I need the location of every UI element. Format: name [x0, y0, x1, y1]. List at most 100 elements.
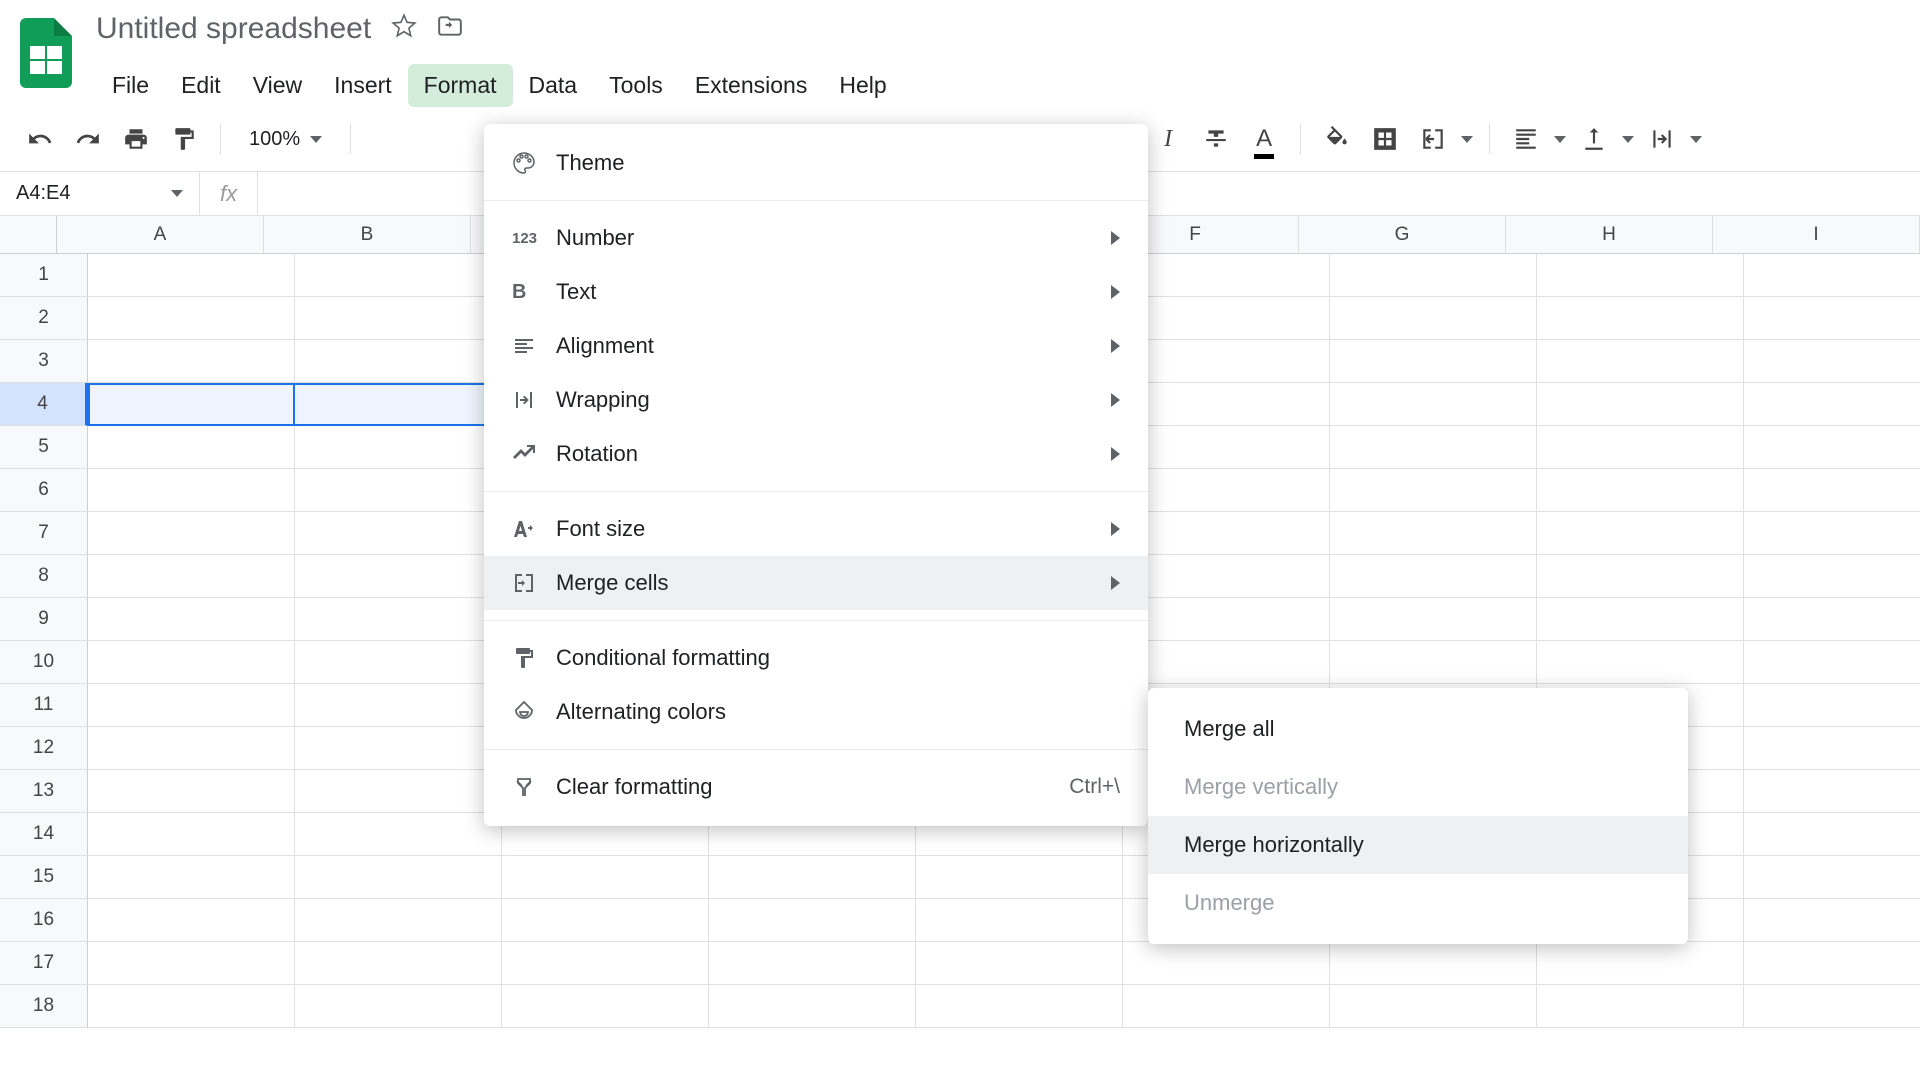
cell[interactable]	[295, 985, 502, 1028]
cell[interactable]	[88, 469, 295, 512]
cell[interactable]	[1537, 297, 1744, 340]
row-header[interactable]: 4	[0, 383, 88, 426]
cell[interactable]	[1123, 254, 1330, 297]
select-all-corner[interactable]	[0, 216, 57, 254]
paint-format-button[interactable]	[164, 119, 204, 159]
cell[interactable]	[1744, 426, 1920, 469]
menu-format[interactable]: Format	[408, 64, 513, 107]
italic-button[interactable]: I	[1148, 119, 1188, 159]
print-button[interactable]	[116, 119, 156, 159]
cell[interactable]	[1744, 297, 1920, 340]
cell[interactable]	[502, 899, 709, 942]
cell[interactable]	[1744, 770, 1920, 813]
row-header[interactable]: 11	[0, 684, 88, 727]
menu-view[interactable]: View	[237, 64, 318, 107]
cell[interactable]	[88, 942, 295, 985]
cell[interactable]	[916, 942, 1123, 985]
row-header[interactable]: 8	[0, 555, 88, 598]
row-header[interactable]: 2	[0, 297, 88, 340]
cell[interactable]	[1123, 297, 1330, 340]
cell[interactable]	[1744, 512, 1920, 555]
cell[interactable]	[1123, 555, 1330, 598]
h-align-button[interactable]	[1506, 119, 1546, 159]
column-header[interactable]: H	[1506, 216, 1713, 254]
cell[interactable]	[88, 340, 295, 383]
cell[interactable]	[88, 598, 295, 641]
cell[interactable]	[88, 770, 295, 813]
menu-extensions[interactable]: Extensions	[679, 64, 824, 107]
cell[interactable]	[1123, 469, 1330, 512]
cell[interactable]	[1537, 942, 1744, 985]
name-box[interactable]: A4:E4	[0, 172, 200, 215]
column-header[interactable]: G	[1299, 216, 1506, 254]
row-header[interactable]: 9	[0, 598, 88, 641]
format-menu-clear-formatting[interactable]: Clear formattingCtrl+\	[484, 760, 1148, 814]
format-menu-text[interactable]: BText	[484, 265, 1148, 319]
document-title[interactable]: Untitled spreadsheet	[96, 12, 371, 46]
cell[interactable]	[295, 899, 502, 942]
cell[interactable]	[1537, 383, 1744, 426]
cell[interactable]	[1537, 426, 1744, 469]
menu-file[interactable]: File	[96, 64, 165, 107]
cell[interactable]	[1330, 985, 1537, 1028]
column-header[interactable]: B	[264, 216, 471, 254]
row-header[interactable]: 18	[0, 985, 88, 1028]
cell[interactable]	[1744, 598, 1920, 641]
cell[interactable]	[1744, 899, 1920, 942]
cell[interactable]	[1330, 383, 1537, 426]
cell[interactable]	[295, 727, 502, 770]
merge-button[interactable]	[1413, 119, 1453, 159]
cell[interactable]	[502, 856, 709, 899]
cell[interactable]	[1537, 598, 1744, 641]
undo-button[interactable]	[20, 119, 60, 159]
format-menu-theme[interactable]: Theme	[484, 136, 1148, 190]
format-menu-alignment[interactable]: Alignment	[484, 319, 1148, 373]
cell[interactable]	[295, 856, 502, 899]
cell[interactable]	[709, 856, 916, 899]
format-menu-rotation[interactable]: Rotation	[484, 427, 1148, 481]
cell[interactable]	[88, 985, 295, 1028]
cell[interactable]	[1330, 254, 1537, 297]
cell[interactable]	[295, 684, 502, 727]
cell[interactable]	[1537, 340, 1744, 383]
cell[interactable]	[88, 254, 295, 297]
cell[interactable]	[295, 426, 502, 469]
cell[interactable]	[1330, 340, 1537, 383]
cell[interactable]	[88, 297, 295, 340]
cell[interactable]	[1123, 598, 1330, 641]
row-header[interactable]: 1	[0, 254, 88, 297]
cell[interactable]	[88, 684, 295, 727]
cell[interactable]	[88, 426, 295, 469]
v-align-button[interactable]	[1574, 119, 1614, 159]
cell[interactable]	[88, 813, 295, 856]
cell[interactable]	[1744, 813, 1920, 856]
cell[interactable]	[295, 512, 502, 555]
cell[interactable]	[709, 942, 916, 985]
cell[interactable]	[1744, 469, 1920, 512]
cell[interactable]	[1123, 942, 1330, 985]
row-header[interactable]: 14	[0, 813, 88, 856]
cell[interactable]	[88, 641, 295, 684]
cell[interactable]	[295, 297, 502, 340]
cell[interactable]	[295, 770, 502, 813]
star-icon[interactable]	[391, 13, 417, 46]
cell[interactable]	[88, 555, 295, 598]
cell[interactable]	[1537, 555, 1744, 598]
row-header[interactable]: 15	[0, 856, 88, 899]
cell[interactable]	[1330, 942, 1537, 985]
cell[interactable]	[295, 942, 502, 985]
cell[interactable]	[1744, 856, 1920, 899]
cell[interactable]	[295, 813, 502, 856]
cell[interactable]	[295, 598, 502, 641]
cell[interactable]	[916, 856, 1123, 899]
cell[interactable]	[1330, 641, 1537, 684]
cell[interactable]	[1330, 598, 1537, 641]
cell[interactable]	[1744, 942, 1920, 985]
cell[interactable]	[1330, 555, 1537, 598]
merge-option-merge-all[interactable]: Merge all	[1148, 700, 1688, 758]
cell[interactable]	[1123, 383, 1330, 426]
cell[interactable]	[502, 942, 709, 985]
cell[interactable]	[502, 985, 709, 1028]
borders-button[interactable]	[1365, 119, 1405, 159]
cell[interactable]	[1744, 985, 1920, 1028]
